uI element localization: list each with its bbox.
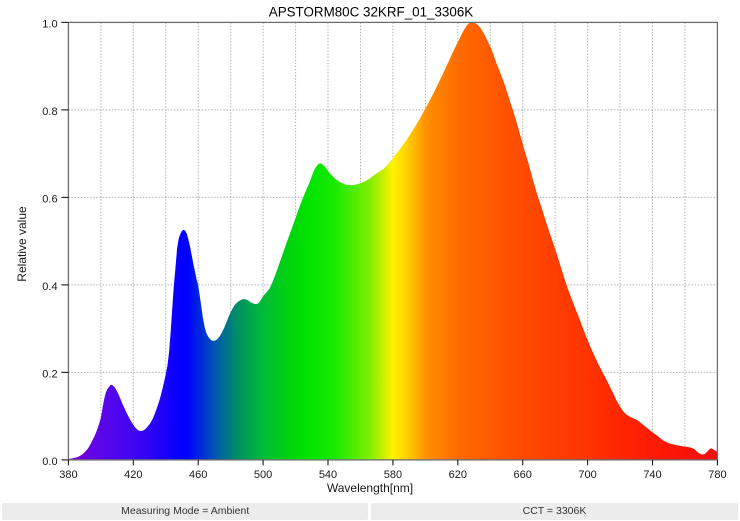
svg-text:0.4: 0.4: [42, 281, 57, 293]
svg-text:Relative value: Relative value: [15, 206, 29, 282]
svg-text:0.2: 0.2: [42, 369, 57, 381]
svg-text:540: 540: [319, 469, 337, 481]
svg-text:660: 660: [514, 469, 532, 481]
svg-text:0.0: 0.0: [42, 456, 57, 468]
svg-text:620: 620: [449, 469, 467, 481]
svg-text:740: 740: [643, 469, 661, 481]
svg-text:780: 780: [708, 469, 726, 481]
svg-text:Wavelength[nm]: Wavelength[nm]: [327, 481, 413, 495]
svg-text:580: 580: [384, 469, 402, 481]
svg-text:0.8: 0.8: [42, 106, 57, 118]
svg-text:460: 460: [189, 469, 207, 481]
svg-text:700: 700: [578, 469, 596, 481]
svg-text:APSTORM80C 32KRF_01_3306K: APSTORM80C 32KRF_01_3306K: [269, 5, 474, 20]
svg-text:1.0: 1.0: [42, 19, 57, 31]
svg-text:380: 380: [59, 469, 77, 481]
svg-text:420: 420: [124, 469, 142, 481]
svg-text:500: 500: [254, 469, 272, 481]
svg-text:0.6: 0.6: [42, 194, 57, 206]
